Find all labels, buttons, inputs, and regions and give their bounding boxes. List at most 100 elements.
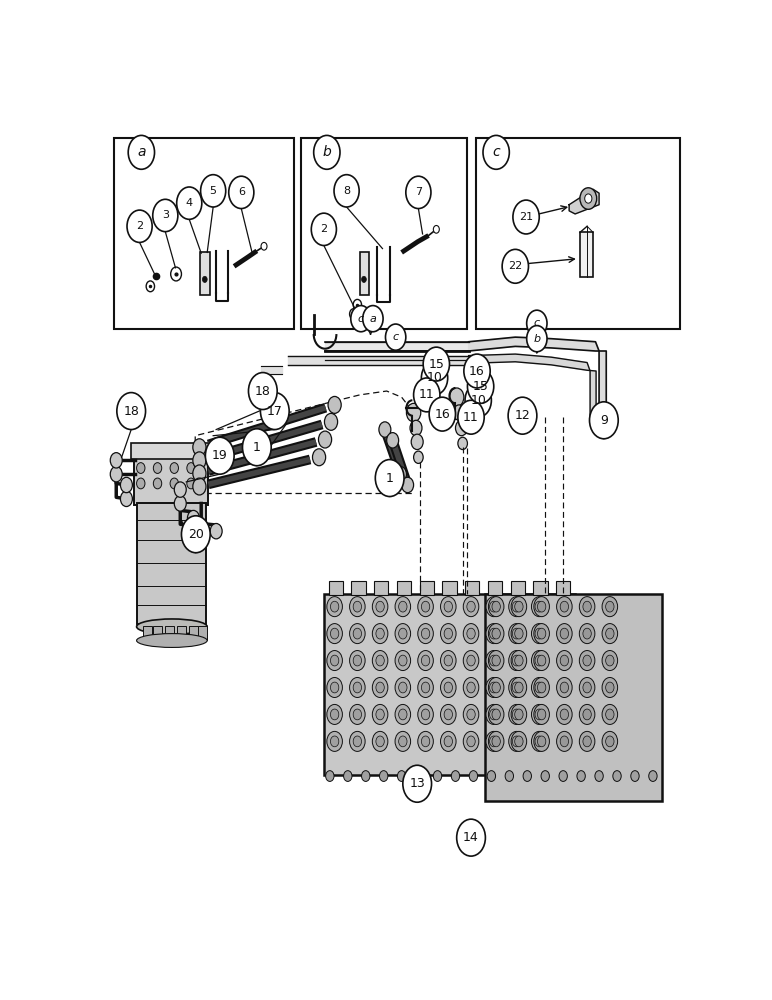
Text: 1: 1 bbox=[253, 441, 261, 454]
Circle shape bbox=[433, 771, 442, 781]
Circle shape bbox=[398, 771, 406, 781]
Circle shape bbox=[560, 736, 568, 747]
Bar bbox=[329, 581, 343, 595]
Circle shape bbox=[535, 601, 543, 612]
Circle shape bbox=[590, 402, 618, 439]
Circle shape bbox=[193, 465, 206, 482]
Circle shape bbox=[513, 655, 520, 666]
Bar bbox=[198, 626, 207, 640]
Circle shape bbox=[422, 736, 430, 747]
Circle shape bbox=[174, 482, 186, 497]
Circle shape bbox=[394, 466, 406, 482]
Bar bbox=[465, 581, 479, 595]
Circle shape bbox=[376, 601, 384, 612]
Text: b: b bbox=[533, 334, 540, 344]
Circle shape bbox=[406, 176, 431, 209]
Circle shape bbox=[613, 771, 621, 781]
Circle shape bbox=[376, 709, 384, 720]
Bar bbox=[351, 581, 366, 595]
Circle shape bbox=[379, 422, 391, 437]
Circle shape bbox=[594, 407, 610, 427]
Circle shape bbox=[170, 478, 178, 489]
Circle shape bbox=[372, 597, 388, 617]
Circle shape bbox=[606, 709, 614, 720]
Circle shape bbox=[210, 523, 222, 539]
Circle shape bbox=[154, 478, 161, 489]
Circle shape bbox=[444, 709, 452, 720]
Circle shape bbox=[361, 276, 367, 282]
Circle shape bbox=[467, 628, 476, 639]
Circle shape bbox=[313, 135, 340, 169]
Bar bbox=[137, 503, 206, 624]
Circle shape bbox=[120, 477, 133, 493]
Circle shape bbox=[531, 597, 547, 617]
Circle shape bbox=[171, 267, 181, 281]
Circle shape bbox=[453, 405, 465, 420]
Circle shape bbox=[492, 601, 500, 612]
Circle shape bbox=[311, 213, 337, 246]
Circle shape bbox=[449, 388, 464, 406]
Circle shape bbox=[193, 478, 206, 495]
Text: 14: 14 bbox=[463, 831, 479, 844]
Circle shape bbox=[395, 704, 411, 724]
Circle shape bbox=[418, 677, 433, 698]
Circle shape bbox=[515, 709, 523, 720]
Circle shape bbox=[174, 496, 186, 511]
Circle shape bbox=[444, 628, 452, 639]
Circle shape bbox=[441, 651, 456, 671]
Text: a: a bbox=[137, 145, 146, 159]
Text: 20: 20 bbox=[188, 528, 204, 541]
Circle shape bbox=[418, 731, 433, 751]
Circle shape bbox=[353, 628, 361, 639]
Circle shape bbox=[492, 655, 500, 666]
Circle shape bbox=[511, 651, 527, 671]
Circle shape bbox=[463, 677, 479, 698]
Circle shape bbox=[361, 771, 370, 781]
Circle shape bbox=[606, 682, 614, 693]
Circle shape bbox=[483, 135, 510, 169]
Circle shape bbox=[489, 628, 498, 639]
Circle shape bbox=[602, 597, 618, 617]
Circle shape bbox=[606, 736, 614, 747]
Circle shape bbox=[511, 731, 527, 751]
Circle shape bbox=[458, 400, 484, 434]
Circle shape bbox=[463, 704, 479, 724]
Circle shape bbox=[423, 347, 449, 381]
Circle shape bbox=[513, 736, 520, 747]
Circle shape bbox=[229, 176, 254, 209]
Circle shape bbox=[330, 628, 339, 639]
Circle shape bbox=[537, 709, 546, 720]
Circle shape bbox=[579, 704, 595, 724]
Bar bbox=[134, 457, 208, 505]
Circle shape bbox=[602, 731, 618, 751]
Text: 10: 10 bbox=[470, 394, 486, 407]
Circle shape bbox=[559, 771, 567, 781]
Circle shape bbox=[513, 682, 520, 693]
Circle shape bbox=[531, 624, 547, 644]
Bar bbox=[442, 581, 457, 595]
Circle shape bbox=[350, 306, 371, 332]
Circle shape bbox=[531, 731, 547, 751]
Circle shape bbox=[415, 771, 424, 781]
Circle shape bbox=[511, 597, 527, 617]
Circle shape bbox=[441, 624, 456, 644]
Circle shape bbox=[531, 651, 547, 671]
Circle shape bbox=[492, 682, 500, 693]
Text: c: c bbox=[358, 314, 364, 324]
Circle shape bbox=[523, 771, 531, 781]
Circle shape bbox=[353, 601, 361, 612]
Circle shape bbox=[403, 765, 432, 802]
Circle shape bbox=[541, 771, 550, 781]
Bar bbox=[397, 581, 411, 595]
Circle shape bbox=[319, 431, 332, 448]
Circle shape bbox=[560, 682, 568, 693]
Circle shape bbox=[330, 601, 339, 612]
Bar bbox=[188, 626, 198, 640]
Text: 22: 22 bbox=[508, 261, 523, 271]
Bar bbox=[301, 138, 468, 329]
Circle shape bbox=[560, 601, 568, 612]
Text: 16: 16 bbox=[435, 408, 450, 421]
Circle shape bbox=[398, 601, 407, 612]
Circle shape bbox=[535, 628, 543, 639]
Circle shape bbox=[534, 677, 550, 698]
